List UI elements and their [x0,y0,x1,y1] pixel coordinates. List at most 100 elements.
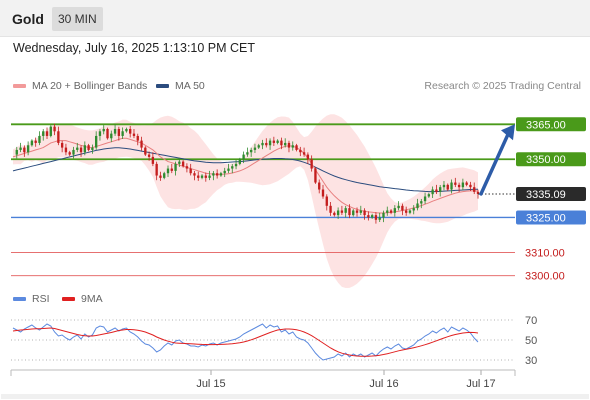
target-arrow-icon [501,124,515,141]
x-tick-label-2: Jul 17 [466,378,495,390]
horizontal-scrollbar [1,394,589,399]
candle-body [344,208,347,213]
candle-body [457,184,461,188]
ma50-line [12,147,478,193]
candle-body [125,128,128,132]
candle-body [355,210,359,213]
candle-body [159,175,162,178]
level-label-2: 3325.00 [526,212,566,224]
candle-body [287,142,291,148]
last-price-tag [516,186,586,201]
candle-body [257,145,260,148]
candle-body [34,140,37,143]
candle-body [370,215,374,218]
candle-body [23,147,26,153]
candle-body [306,154,310,160]
candle-body [227,168,230,171]
x-tick-label-0: Jul 15 [196,378,225,390]
candle-body [314,168,317,183]
candle-body [38,135,41,143]
candle-body [87,145,90,150]
level-label-3: 3310.00 [525,247,565,259]
bollinger-band [13,114,478,288]
candle-body [416,203,419,209]
candle-body [72,149,75,155]
candle-body [329,205,332,213]
candle-body [234,163,238,167]
candle-body [404,210,408,213]
candle-body [261,142,264,146]
candle-body [389,210,393,213]
candle-body [155,163,158,176]
candle-body [238,159,242,164]
legend-ma50-label: MA 50 [175,80,205,92]
candle-body [465,182,468,185]
last-price-label: 3335.09 [526,189,566,201]
candle-body [325,196,328,206]
level-label-4: 3300.00 [525,271,565,283]
candle-body [166,168,170,174]
candle-body [295,145,298,150]
candle-body [76,147,79,150]
candle-body [132,133,136,136]
candle-body [219,173,223,176]
candle-body [393,208,397,213]
candle-body [268,140,272,146]
candle-body [140,140,143,148]
candle-body [382,212,385,218]
candle-body [302,152,306,155]
candle-body [45,131,49,136]
candle-body [178,161,181,164]
candle-body [272,140,276,143]
timeframe-selector[interactable]: 30 MIN [52,7,103,31]
candle-body [117,128,121,136]
candle-body [136,135,139,141]
candle-body [242,154,245,160]
candle-body [174,163,177,171]
candle-body [60,142,64,148]
candle-body [420,201,423,204]
x-tick-label-1: Jul 16 [369,378,398,390]
top-toolbar: Gold 30 MIN [0,0,590,37]
candle-body [91,147,94,150]
candle-body [110,133,113,139]
candle-body [185,166,189,169]
candle-body [310,159,313,169]
candle-body [439,187,442,192]
candle-body [321,189,325,197]
candle-body [204,175,207,178]
candle-body [386,210,389,213]
candle-body [193,173,196,176]
ma20-swatch-icon [13,84,26,88]
candle-body [208,175,211,178]
candle-body [231,166,234,169]
legend-rsi-ma: 9MA [62,293,103,305]
chart-datetime: Wednesday, July 16, 2025 1:13:10 PM CET [13,41,256,55]
candle-body [79,147,83,153]
candle-body [454,182,457,185]
target-arrow-shaft [479,132,510,196]
candle-body [363,210,366,216]
candle-body [26,145,30,153]
candle-body [200,175,204,178]
candle-body [442,184,446,188]
candle-body [151,156,155,164]
candle-body [212,173,215,176]
level-label-1: 3350.00 [526,154,566,166]
candle-body [98,131,102,136]
ma20-line [12,137,479,214]
ma50-swatch-icon [156,84,169,88]
level-label-0: 3365.00 [526,119,566,131]
candle-body [476,191,480,194]
legend-rsi-ma-label: 9MA [81,293,103,305]
candle-body [197,175,200,178]
candle-body [94,135,98,148]
candle-body [15,149,18,155]
candle-body [291,145,294,148]
candle-body [121,131,124,136]
candle-body [170,168,173,171]
candle-body [352,210,355,216]
candle-body [113,128,117,134]
legend-ma20: MA 20 + Bollinger Bands [13,80,147,92]
